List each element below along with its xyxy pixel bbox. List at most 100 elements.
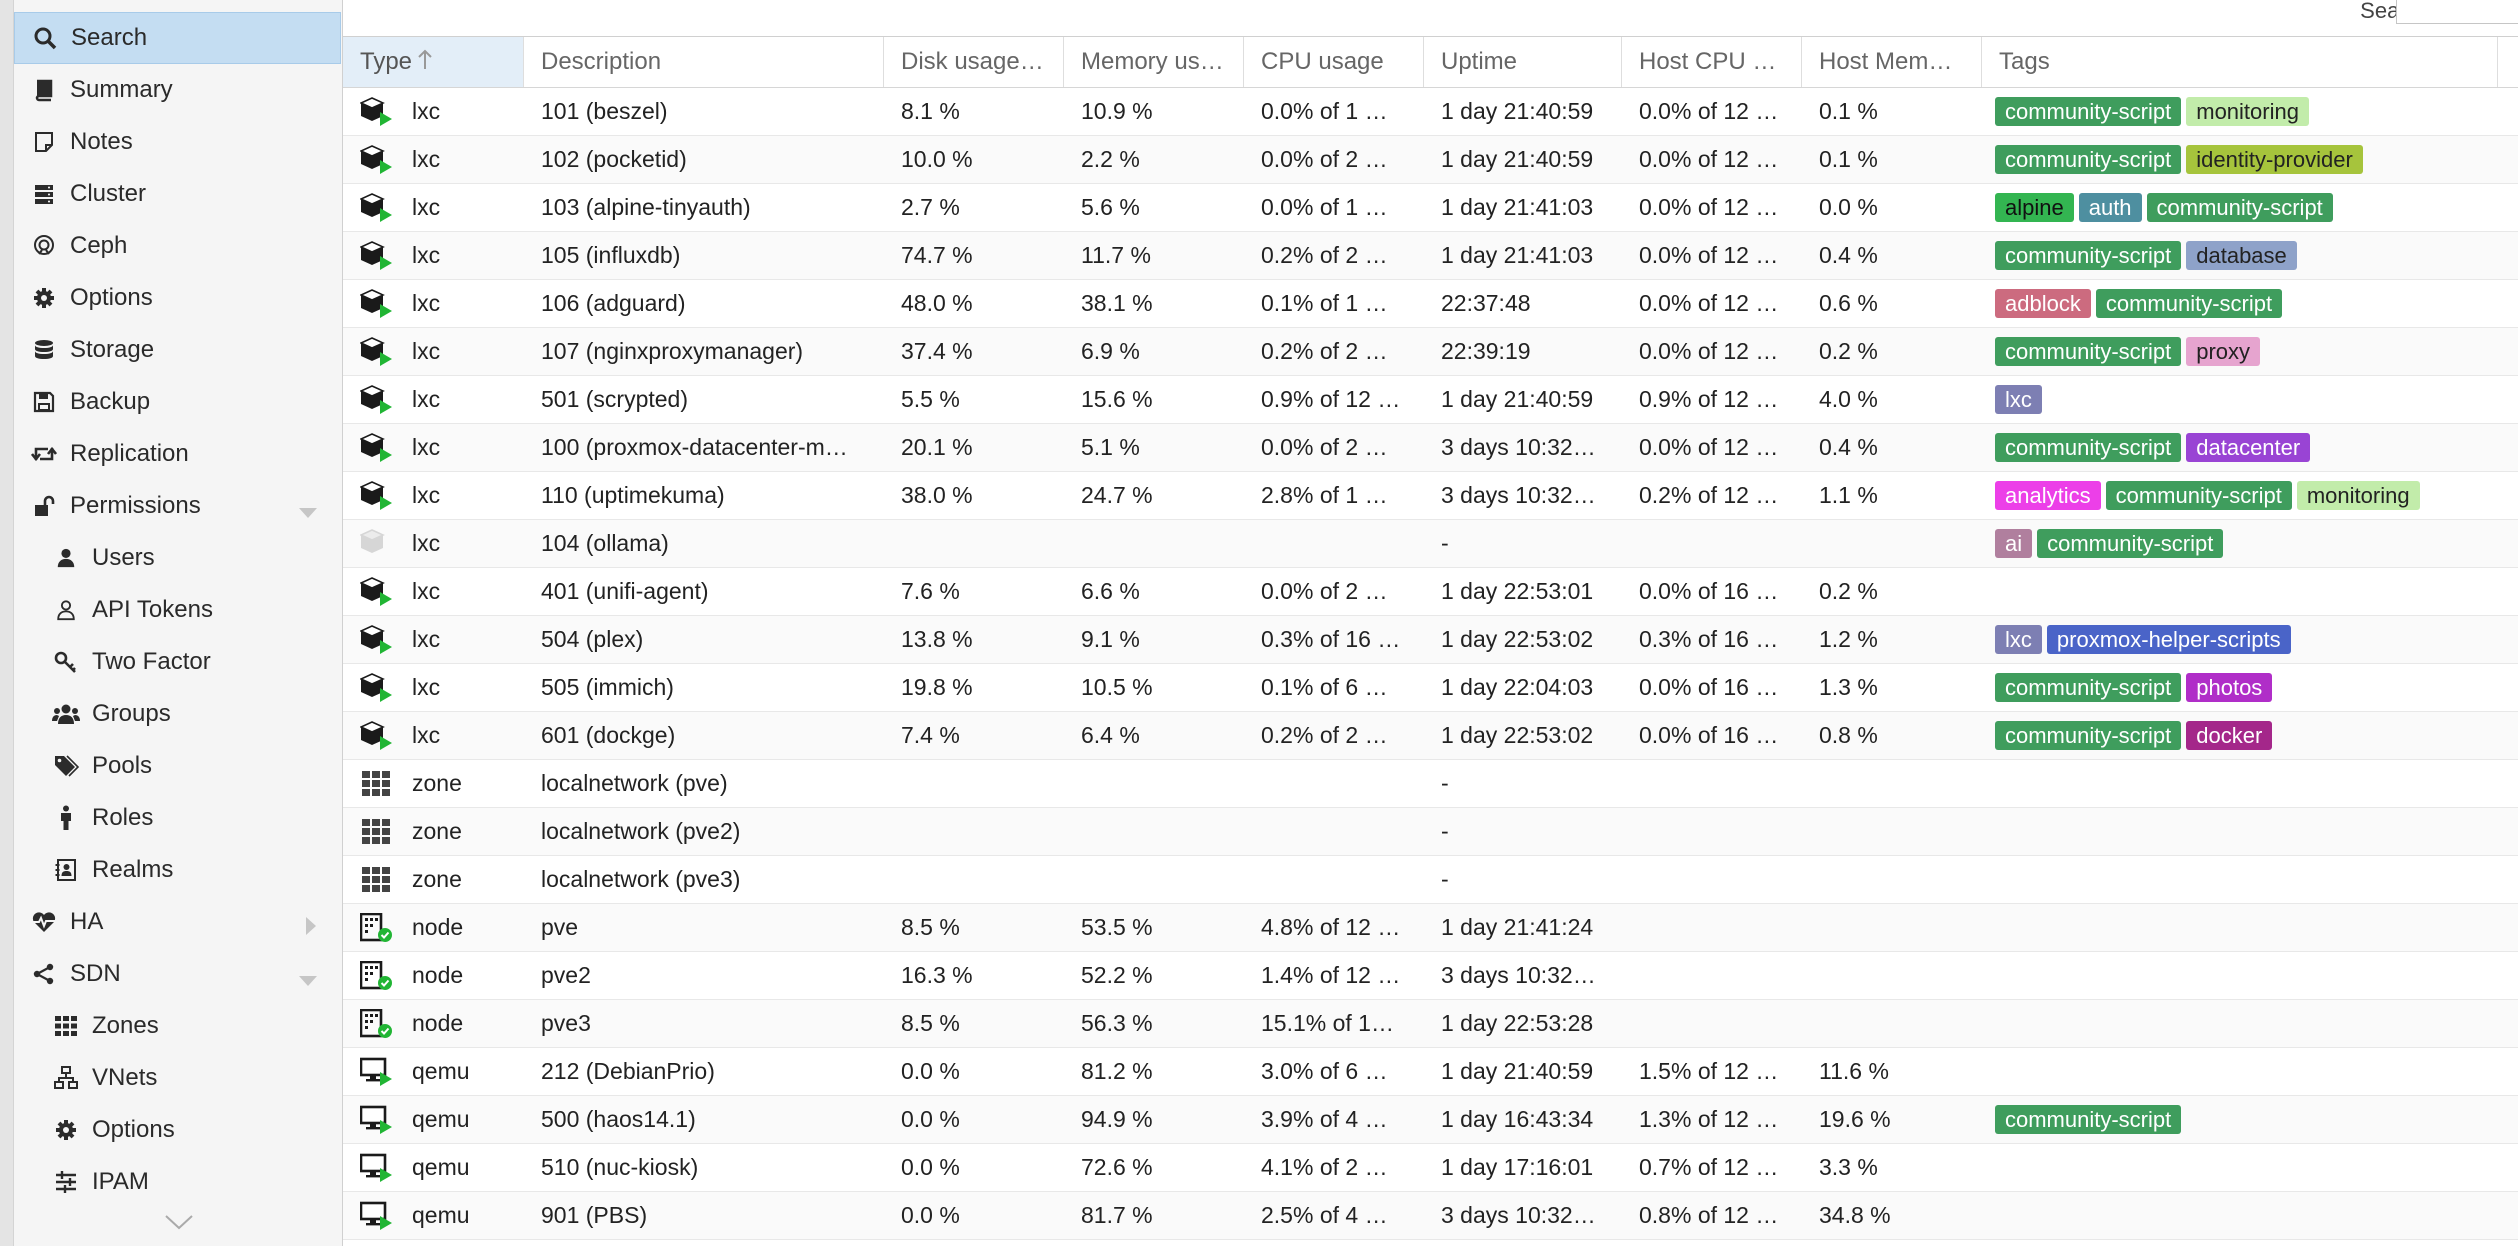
sidebar-item-vnets[interactable]: VNets [14,1052,341,1104]
cpu-usage-cell [1244,520,1424,567]
table-row[interactable]: lxc 504 (plex) 13.8 % 9.1 % 0.3% of 16 … 1 da… [343,616,2518,664]
tag-badge: community-script [1995,337,2182,366]
sidebar-item-summary[interactable]: Summary [14,64,341,116]
tag-badge: photos [2186,673,2273,702]
sidebar-item-replication[interactable]: Replication [14,428,341,480]
sidebar-item-realms[interactable]: Realms [14,844,341,896]
table-row[interactable]: lxc 501 (scrypted) 5.5 % 15.6 % 0.9% of 12 …… [343,376,2518,424]
table-row[interactable]: lxc 102 (pocketid) 10.0 % 2.2 % 0.0% of 2 … 1… [343,136,2518,184]
memory-usage-cell: 2.2 % [1081,146,1140,172]
sidebar-item-ipam[interactable]: IPAM [14,1156,341,1208]
table-row[interactable]: lxc 101 (beszel) 8.1 % 10.9 % 0.0% of 1 … 1 d… [343,88,2518,136]
user-outline-icon [52,596,80,624]
table-row[interactable]: lxc 110 (uptimekuma) 38.0 % 24.7 % 2.8% of 1… [343,472,2518,520]
sidebar-item-groups[interactable]: Groups [14,688,341,740]
table-row[interactable]: lxc 505 (immich) 19.8 % 10.5 % 0.1% of 6 … 1 … [343,664,2518,712]
column-header-disk-usage[interactable]: Disk usage… [884,37,1064,87]
table-row[interactable]: lxc 401 (unifi-agent) 7.6 % 6.6 % 0.0% of 2 … [343,568,2518,616]
sidebar-item-sdn[interactable]: SDN [14,948,341,1000]
host-memory-cell: 0.1 % [1819,98,1878,124]
user-icon [52,544,80,572]
sidebar-item-cluster[interactable]: Cluster [14,168,341,220]
table-row[interactable]: lxc 601 (dockge) 7.4 % 6.4 % 0.2% of 2 … 1 da… [343,712,2518,760]
type-label: lxc [412,242,441,268]
sidebar-item-label: Summary [70,76,173,103]
tags-cell: lxc [1982,376,2498,423]
sidebar-item-options[interactable]: Options [14,272,341,324]
column-header-description[interactable]: Description [524,37,884,87]
type-label: zone [412,866,462,892]
table-row[interactable]: lxc 107 (nginxproxymanager) 37.4 % 6.9 % 0.2… [343,328,2518,376]
tags-cell [1982,1192,2498,1239]
table-row[interactable]: qemu 212 (DebianPrio) 0.0 % 81.2 % 3.0% of 6… [343,1048,2518,1096]
column-header-type[interactable]: Type [343,37,524,87]
sidebar-item-label: Zones [92,1012,159,1039]
table-row[interactable]: lxc 106 (adguard) 48.0 % 38.1 % 0.1% of 1 … 2… [343,280,2518,328]
table-row[interactable]: lxc 103 (alpine-tinyauth) 2.7 % 5.6 % 0.0% o… [343,184,2518,232]
toolbar: Search: [343,0,2518,37]
table-row[interactable]: lxc 104 (ollama) - ai community-script [343,520,2518,568]
host-cpu-cell: 0.9% of 12 … [1639,386,1779,412]
description-cell: 106 (adguard) [541,290,686,316]
disk-usage-cell [884,808,1064,855]
host-memory-cell: 0.0 % [1819,194,1878,220]
disk-usage-cell [884,520,1064,567]
sidebar-item-pools[interactable]: Pools [14,740,341,792]
tag-badge: community-script [2095,289,2283,318]
type-cell: qemu [343,1096,524,1143]
table-row[interactable]: node pve2 16.3 % 52.2 % 1.4% of 12 … 3 days 1… [343,952,2518,1000]
sidebar-item-ceph[interactable]: Ceph [14,220,341,272]
table-row[interactable]: zone localnetwork (pve2) - [343,808,2518,856]
host-memory-cell [1802,1000,1982,1047]
cpu-usage-cell: 15.1% of 1… [1261,1010,1394,1036]
gear-icon [52,1116,80,1144]
sidebar-item-ha[interactable]: HA [14,896,341,948]
chevron-down-icon[interactable] [299,498,317,526]
sidebar-item-permissions[interactable]: Permissions [14,480,341,532]
sidebar-item-label: API Tokens [92,596,213,623]
column-header-host-memory[interactable]: Host Mem… [1802,37,1982,87]
chevron-down-icon[interactable] [299,966,317,994]
sidebar-item-users[interactable]: Users [14,532,341,584]
table-row[interactable]: lxc 100 (proxmox-datacenter-m… 20.1 % 5.1 %… [343,424,2518,472]
type-label: qemu [412,1058,470,1084]
tag-badge: alpine [1995,193,2074,222]
search-icon [31,24,59,52]
table-row[interactable]: lxc 105 (influxdb) 74.7 % 11.7 % 0.2% of 2 …… [343,232,2518,280]
tag-badge: community-script [2146,193,2333,222]
column-header-uptime[interactable]: Uptime [1424,37,1622,87]
sidebar-item-search[interactable]: Search [14,12,341,64]
column-header-cpu-usage[interactable]: CPU usage [1244,37,1424,87]
male-icon [52,804,80,832]
table-row[interactable]: qemu 901 (PBS) 0.0 % 81.7 % 2.5% of 4 … 3 day… [343,1192,2518,1240]
table-row[interactable]: node pve 8.5 % 53.5 % 4.8% of 12 … 1 day 21:4… [343,904,2518,952]
chevron-down-icon[interactable] [163,1212,195,1237]
table-row[interactable]: zone localnetwork (pve) - [343,760,2518,808]
table-row[interactable]: qemu 500 (haos14.1) 0.0 % 94.9 % 3.9% of 4 …… [343,1096,2518,1144]
sidebar-item-sdn-options[interactable]: Options [14,1104,341,1156]
tags-cell [1982,952,2498,999]
sidebar-item-api-tokens[interactable]: API Tokens [14,584,341,636]
column-header-memory-usage[interactable]: Memory us… [1064,37,1244,87]
host-memory-cell [1802,904,1982,951]
sidebar-item-zones[interactable]: Zones [14,1000,341,1052]
table-row[interactable]: zone localnetwork (pve3) - [343,856,2518,904]
cpu-usage-cell: 0.0% of 2 … [1261,578,1388,604]
column-header-label: CPU usage [1261,48,1384,75]
sidebar-item-two-factor[interactable]: Two Factor [14,636,341,688]
sidebar-item-backup[interactable]: Backup [14,376,341,428]
disk-usage-cell [884,856,1064,903]
column-header-tags[interactable]: Tags [1982,37,2498,87]
chevron-right-icon[interactable] [305,914,317,942]
sidebar-item-notes[interactable]: Notes [14,116,341,168]
table-row[interactable]: qemu 510 (nuc-kiosk) 0.0 % 72.6 % 4.1% of 2 … [343,1144,2518,1192]
table-row[interactable]: node pve3 8.5 % 56.3 % 15.1% of 1… 1 day 22:5… [343,1000,2518,1048]
qemu-running-icon [360,1201,394,1231]
type-cell: lxc [343,472,524,519]
column-header-host-cpu[interactable]: Host CPU … [1622,37,1802,87]
sidebar-item-roles[interactable]: Roles [14,792,341,844]
uptime-cell: 1 day 21:40:59 [1441,146,1594,172]
search-input[interactable] [2396,0,2518,24]
sidebar-item-storage[interactable]: Storage [14,324,341,376]
type-label: lxc [412,386,441,412]
